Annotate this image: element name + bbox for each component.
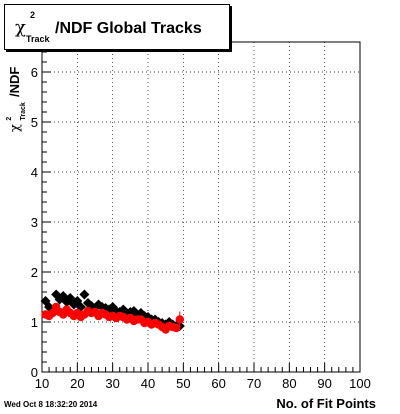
x-tick-label: 40 <box>141 376 155 391</box>
title-subscript: Track <box>26 34 50 44</box>
x-tick-label: 100 <box>349 376 371 391</box>
x-tick-label: 10 <box>35 376 49 391</box>
x-tick-label: 60 <box>211 376 225 391</box>
x-axis-label: No. of Fit Points <box>276 396 376 411</box>
y-tick-label: 3 <box>31 215 38 230</box>
series-1-point <box>79 289 90 300</box>
series-1-point <box>65 293 76 303</box>
x-tick-label: 90 <box>317 376 331 391</box>
y-axis-label-sup: 2 <box>6 117 13 121</box>
series-2-point <box>172 323 181 333</box>
x-tick-label: 80 <box>282 376 296 391</box>
y-tick-label: 0 <box>31 365 38 380</box>
tick-labels: 10 20 30 40 50 60 70 80 90 100 0 1 2 3 4 5 6 <box>31 65 371 391</box>
y-axis-label-sub: Track <box>20 102 27 120</box>
y-axis-label-symbol: χ <box>8 124 23 132</box>
title-superscript: 2 <box>30 10 36 20</box>
axis-ticks <box>41 51 361 373</box>
x-tick-label: 50 <box>176 376 190 391</box>
x-tick-label: 30 <box>105 376 119 391</box>
x-tick-label: 70 <box>247 376 261 391</box>
chart-title-box: χ 2 Track /NDF Global Tracks <box>4 4 230 50</box>
title-symbol: χ <box>15 17 26 38</box>
y-tick-label: 2 <box>31 265 38 280</box>
y-tick-label: 5 <box>31 115 38 130</box>
y-axis-label-rest: /NDF <box>7 67 22 97</box>
date-stamp: Wed Oct 8 18:32:20 2014 <box>4 400 98 409</box>
chart-title: /NDF Global Tracks <box>55 20 202 37</box>
grid-lines <box>42 42 360 372</box>
y-tick-label: 4 <box>31 165 38 180</box>
x-tick-label: 20 <box>70 376 84 391</box>
y-tick-label: 1 <box>31 315 38 330</box>
y-tick-label: 6 <box>31 65 38 80</box>
data-series <box>40 289 185 334</box>
y-axis-label: χ Track 2 /NDF <box>0 67 28 132</box>
plot-frame <box>41 41 361 373</box>
